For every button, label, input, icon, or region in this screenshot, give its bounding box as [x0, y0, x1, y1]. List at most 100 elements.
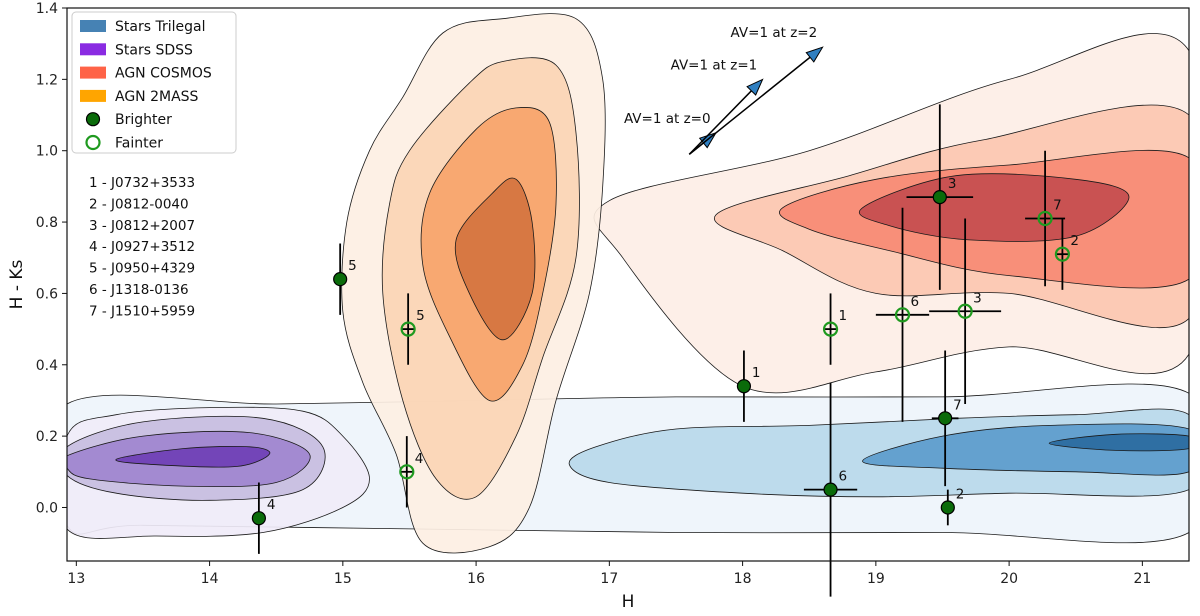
plot-frame [66, 7, 1190, 562]
fainter-point: 3 [929, 218, 1002, 405]
density-region-agn-2mass [341, 13, 606, 554]
legend-swatch [80, 89, 106, 102]
point-label: 4 [415, 451, 424, 467]
arrow-head [805, 46, 824, 63]
legend-label: Brighter [115, 112, 172, 128]
legend-label: AGN 2MASS [115, 89, 199, 105]
point-label: 1 [839, 308, 848, 324]
x-tick-label: 17 [600, 571, 618, 587]
y-tick-label: 0.4 [36, 358, 58, 374]
point-label: 6 [839, 469, 848, 485]
arrow-label: AV=1 at z=1 [671, 57, 758, 73]
brighter-point: 2 [940, 486, 965, 526]
arrow-head [746, 78, 764, 96]
point-marker [932, 189, 947, 205]
legend-entry: AGN 2MASS [80, 89, 199, 105]
y-tick-label: 1.0 [36, 144, 58, 160]
fainter-point: 5 [400, 293, 425, 365]
point-label: 6 [911, 294, 920, 310]
arrow-label: AV=1 at z=0 [624, 111, 711, 127]
density-region-agn-cosmos [593, 33, 1189, 394]
point-label: 2 [956, 486, 965, 502]
y-tick-label: 0.0 [36, 500, 58, 516]
point-marker [400, 321, 416, 337]
y-tick-label: 1.2 [36, 72, 58, 88]
point-marker [940, 500, 955, 515]
legend-marker [85, 134, 101, 151]
extinction-arrow: AV=1 at z=1 [671, 57, 764, 155]
legend-label: AGN COSMOS [115, 66, 212, 82]
point-label: 7 [953, 397, 962, 413]
x-tick-label: 18 [734, 571, 752, 587]
y-tick-label: 0.8 [36, 215, 58, 231]
data-points: 1 2 3 4 5 6 7 1 2 3 4 5 6 7 [251, 104, 1079, 597]
x-tick-label: 13 [67, 571, 85, 587]
legend-box [71, 11, 237, 154]
x-tick-label: 15 [334, 571, 352, 587]
legend-swatch [80, 43, 106, 56]
object-list: 1 - J0732+3533 2 - J0812-0040 3 - J0812+20… [89, 175, 195, 319]
legend-entry: Brighter [85, 112, 172, 128]
point-marker [938, 411, 953, 426]
y-axis-label: H - Ks [7, 259, 27, 309]
legend-swatch [80, 66, 106, 79]
x-tick-label: 20 [1000, 571, 1018, 587]
point-marker [399, 464, 415, 480]
fainter-point: 7 [1025, 150, 1066, 287]
point-label: 5 [348, 258, 357, 274]
fainter-point: 6 [875, 207, 930, 422]
brighter-point: 7 [931, 350, 962, 487]
legend-label: Fainter [115, 136, 163, 152]
density-region-stars-sdss [67, 406, 370, 539]
object-list-item: 7 - J1510+5959 [89, 303, 195, 319]
contour-level-4 [115, 446, 271, 468]
brighter-point: 4 [251, 482, 276, 554]
x-tick-label: 14 [201, 571, 219, 587]
object-list-item: 3 - J0812+2007 [89, 218, 195, 234]
point-label: 2 [1070, 233, 1079, 249]
fainter-point: 2 [1054, 218, 1079, 290]
object-list-item: 6 - J1318-0136 [89, 282, 189, 298]
brighter-point: 5 [333, 243, 357, 315]
x-tick-label: 19 [867, 571, 885, 587]
legend-swatch [80, 20, 106, 32]
object-list-item: 1 - J0732+3533 [89, 175, 195, 191]
brighter-point: 3 [906, 104, 974, 290]
legend-entry: Stars SDSS [80, 42, 193, 58]
legend-entry: Stars Trilegal [80, 19, 205, 35]
point-label: 4 [267, 497, 276, 513]
x-tick-label: 21 [1133, 571, 1151, 587]
legend: Stars Trilegal Stars SDSS AGN COSMOS AGN 2M… [71, 11, 237, 154]
legend-entry: AGN COSMOS [80, 66, 212, 82]
point-label: 3 [973, 290, 982, 306]
extinction-arrow: AV=1 at z=0 [624, 111, 718, 155]
point-marker [1054, 246, 1071, 262]
point-marker [251, 511, 266, 526]
legend-label: Stars SDSS [115, 42, 193, 58]
density-contours [67, 13, 1189, 554]
point-marker [823, 482, 838, 497]
arrow-shaft [688, 90, 752, 155]
point-label: 5 [416, 308, 425, 324]
point-marker [822, 321, 839, 337]
extinction-arrows: AV=1 at z=0 AV=1 at z=1 AV=1 at z=2 [624, 25, 824, 155]
arrow-shaft [688, 56, 811, 155]
object-list-item: 2 - J0812-0040 [89, 196, 189, 212]
contour-level-4 [1048, 433, 1189, 452]
legend-marker [85, 112, 101, 127]
point-marker [736, 379, 752, 394]
point-marker [957, 303, 973, 319]
y-tick-label: 0.2 [36, 429, 58, 445]
point-label: 7 [1053, 197, 1062, 213]
legend-label: Stars Trilegal [115, 19, 205, 35]
fainter-point: 4 [399, 436, 424, 508]
extinction-arrow: AV=1 at z=2 [688, 25, 824, 155]
y-tick-label: 1.4 [36, 1, 58, 17]
y-tick-label: 0.6 [36, 286, 58, 302]
point-label: 1 [752, 365, 761, 381]
point-marker [333, 272, 348, 287]
legend-entry: Fainter [85, 134, 163, 152]
x-axis-label: H [622, 592, 635, 612]
contour-level-4 [454, 177, 536, 341]
